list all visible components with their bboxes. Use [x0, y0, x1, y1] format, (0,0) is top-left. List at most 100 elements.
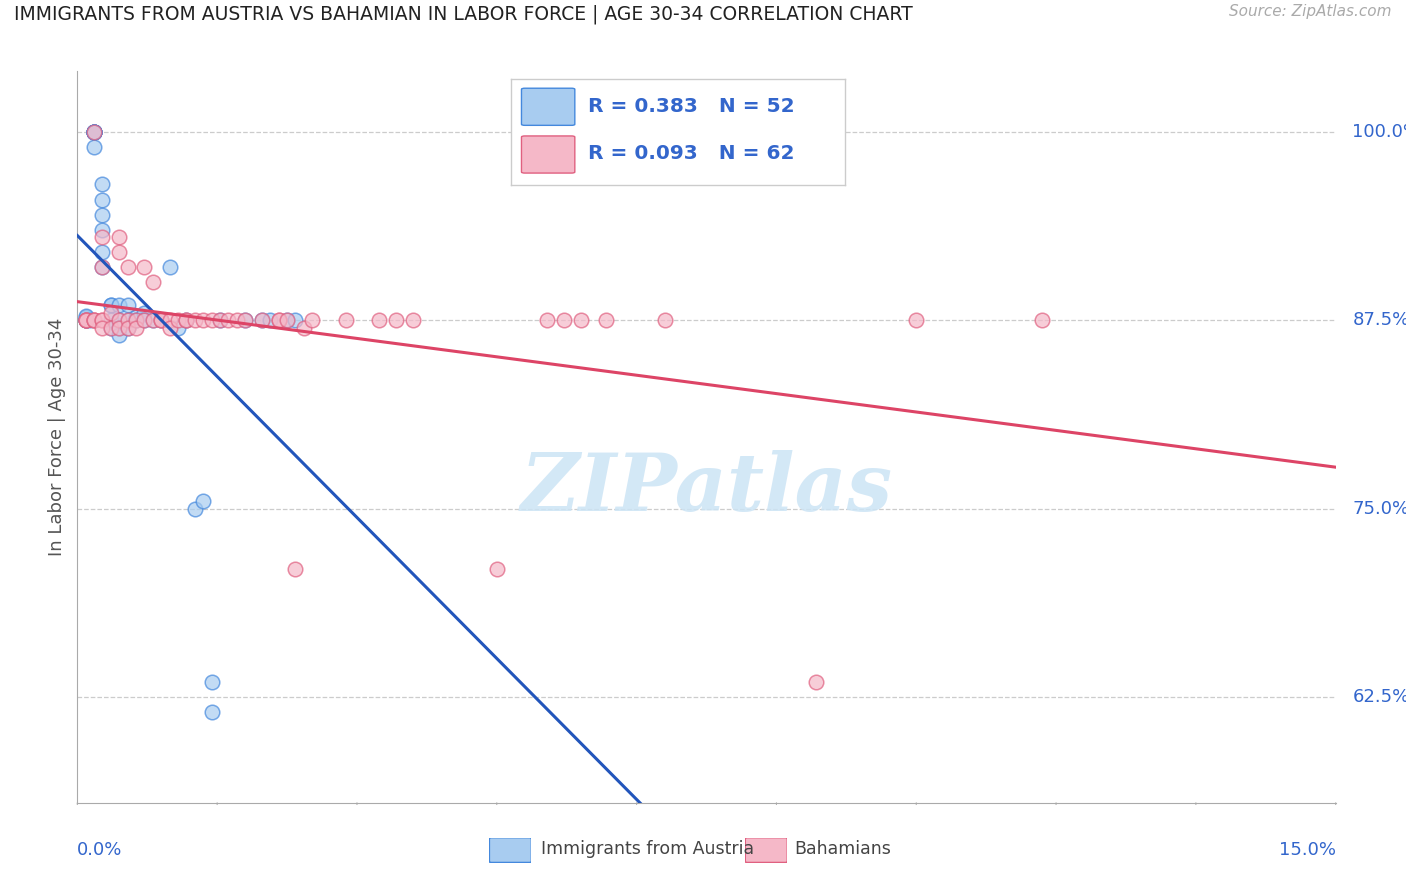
FancyBboxPatch shape [489, 838, 531, 863]
Y-axis label: In Labor Force | Age 30-34: In Labor Force | Age 30-34 [48, 318, 66, 557]
Point [83, 125, 105, 139]
Point [267, 313, 290, 327]
Point [108, 328, 131, 343]
Point [167, 313, 190, 327]
Point [905, 313, 928, 327]
Text: 75.0%: 75.0% [1353, 500, 1406, 517]
Point [91, 193, 114, 207]
Point [91, 208, 114, 222]
Text: Source: ZipAtlas.com: Source: ZipAtlas.com [1229, 4, 1392, 20]
Point [176, 313, 198, 327]
Point [595, 313, 617, 327]
Point [83, 125, 105, 139]
Point [200, 706, 222, 720]
Point [91, 260, 114, 275]
Point [284, 313, 307, 327]
Point [200, 313, 222, 327]
Point [142, 313, 165, 327]
Point [191, 494, 215, 508]
Point [176, 313, 198, 327]
Point [117, 320, 139, 334]
Text: Immigrants from Austria: Immigrants from Austria [541, 840, 755, 858]
Point [259, 313, 281, 327]
Point [208, 313, 231, 327]
Text: 15.0%: 15.0% [1278, 840, 1336, 858]
Point [83, 313, 105, 327]
Point [200, 675, 222, 690]
Point [184, 313, 207, 327]
Point [267, 313, 290, 327]
Point [75, 310, 97, 325]
Point [134, 313, 156, 327]
Text: IMMIGRANTS FROM AUSTRIA VS BAHAMIAN IN LABOR FORCE | AGE 30-34 CORRELATION CHART: IMMIGRANTS FROM AUSTRIA VS BAHAMIAN IN L… [14, 4, 912, 24]
Text: 87.5%: 87.5% [1353, 311, 1406, 329]
Point [108, 230, 131, 244]
Point [100, 313, 122, 327]
Point [91, 230, 114, 244]
Point [368, 313, 391, 327]
Point [83, 125, 105, 139]
Point [83, 140, 105, 154]
Point [91, 313, 114, 327]
Text: 0.0%: 0.0% [77, 840, 122, 858]
Point [83, 313, 105, 327]
Point [150, 313, 173, 327]
Point [108, 245, 131, 260]
Point [117, 313, 139, 327]
Point [117, 260, 139, 275]
Point [134, 260, 156, 275]
Point [91, 245, 114, 260]
Point [108, 313, 131, 327]
Point [125, 313, 148, 327]
Point [91, 260, 114, 275]
Point [79, 313, 101, 327]
Point [176, 313, 198, 327]
Point [83, 125, 105, 139]
Point [83, 125, 105, 139]
Point [100, 306, 122, 320]
Point [276, 313, 298, 327]
Point [75, 311, 97, 326]
Point [250, 313, 273, 327]
Point [184, 501, 207, 516]
Point [191, 313, 215, 327]
Text: Bahamians: Bahamians [794, 840, 891, 858]
Point [553, 313, 575, 327]
Point [569, 313, 592, 327]
Point [134, 313, 156, 327]
Point [335, 313, 357, 327]
Point [167, 320, 190, 334]
Point [284, 562, 307, 576]
Point [276, 313, 298, 327]
Point [100, 298, 122, 312]
Point [217, 313, 239, 327]
Point [402, 313, 425, 327]
Point [108, 320, 131, 334]
Point [100, 320, 122, 334]
Point [485, 562, 508, 576]
Point [83, 125, 105, 139]
Point [83, 313, 105, 327]
Point [150, 313, 173, 327]
Point [75, 313, 97, 327]
Point [250, 313, 273, 327]
Point [125, 313, 148, 327]
Point [654, 313, 676, 327]
Point [91, 178, 114, 192]
Point [385, 313, 408, 327]
Text: ZIPatlas: ZIPatlas [520, 450, 893, 527]
Point [75, 313, 97, 327]
Point [117, 298, 139, 312]
FancyBboxPatch shape [745, 838, 787, 863]
Point [225, 313, 247, 327]
Point [75, 313, 97, 327]
Point [75, 313, 97, 327]
Point [159, 260, 181, 275]
Point [208, 313, 231, 327]
Point [83, 125, 105, 139]
Point [108, 320, 131, 334]
Point [91, 320, 114, 334]
Point [83, 125, 105, 139]
Point [301, 313, 323, 327]
Point [142, 276, 165, 290]
